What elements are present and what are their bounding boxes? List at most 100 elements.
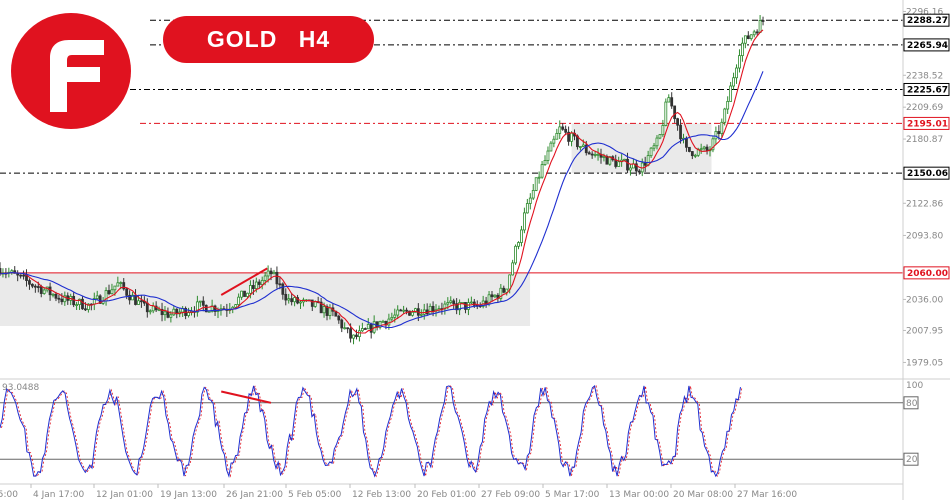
candle-bull <box>558 126 562 134</box>
candle-bear <box>145 302 149 313</box>
candle-bull <box>95 295 99 299</box>
candle-bear <box>564 128 568 133</box>
candle-bear <box>48 286 52 296</box>
y-tick-label: 2007.95 <box>906 326 943 336</box>
candle-bull <box>148 310 152 313</box>
x-tick-label: 12 Jan 01:00 <box>96 490 153 500</box>
candle-bull <box>570 132 573 142</box>
candle-bull <box>711 138 715 151</box>
y-tick-label: 2209.69 <box>906 103 943 113</box>
candle-bull <box>360 328 364 332</box>
x-tick-label: 5 Mar 17:00 <box>545 490 600 500</box>
candle-bear <box>251 285 255 289</box>
candle-bear <box>54 293 58 299</box>
y-tick-label: 2036.00 <box>906 295 943 305</box>
candle-bear <box>296 297 299 304</box>
candle-bear <box>134 294 137 305</box>
candle-bull <box>629 167 632 171</box>
candle-bull <box>293 297 297 303</box>
candle-bull <box>272 271 276 275</box>
candle-bear <box>452 300 456 305</box>
candle-bull <box>163 311 167 316</box>
candle-bear <box>670 97 674 107</box>
moving-averages <box>0 29 764 334</box>
candle-bull <box>652 145 656 149</box>
candle-bear <box>673 105 677 120</box>
candle-bear <box>36 286 40 288</box>
candle-bull <box>752 31 756 36</box>
candle-bull <box>187 312 190 316</box>
candle-bull <box>540 164 544 178</box>
candle-bull <box>649 147 653 157</box>
candle-bull <box>467 302 470 310</box>
candle-bull <box>393 314 397 318</box>
candle-bear <box>408 310 411 316</box>
candle-bull <box>151 305 155 312</box>
y-tick-label: 2093.80 <box>906 231 943 241</box>
candle-bull <box>726 101 730 110</box>
candle-bull <box>531 190 535 199</box>
candle-bear <box>464 302 467 310</box>
candle-bull <box>237 296 241 306</box>
candle-bear <box>257 281 261 285</box>
candle-bear <box>761 20 765 22</box>
osc-signal-line <box>1 385 743 478</box>
candle-bear <box>643 162 647 166</box>
candle-bear <box>490 294 494 298</box>
candle-bear <box>626 158 629 171</box>
level-tag-2150.06: 2150.06 <box>907 169 948 179</box>
candle-bear <box>160 308 164 316</box>
candle-bull <box>658 134 662 139</box>
candle-bull <box>396 309 400 316</box>
candle-bull <box>702 146 706 150</box>
candle-bull <box>523 212 526 231</box>
candle-bear <box>140 300 143 303</box>
candle-bull <box>51 293 55 296</box>
candle-bull <box>602 156 606 158</box>
candle-bull <box>322 306 326 314</box>
candle-bear <box>746 35 750 40</box>
candle-bull <box>260 279 264 285</box>
candle-bear <box>337 315 341 321</box>
candle-bull <box>328 307 332 316</box>
osc-value-label: 93.0488 <box>2 383 39 393</box>
candle-bear <box>319 301 323 314</box>
candle-bull <box>116 282 120 287</box>
candle-bear <box>755 31 759 34</box>
candle-bear <box>325 306 329 316</box>
candle-bear <box>705 146 709 151</box>
candle-bear <box>98 295 102 304</box>
candle-bear <box>349 328 352 339</box>
candle-bear <box>122 282 126 290</box>
osc-main-line <box>0 384 741 479</box>
y-tick-label: 2296.16 <box>906 7 943 17</box>
candle-bull <box>119 282 123 284</box>
candle-bull <box>381 320 385 323</box>
candle-bull <box>313 301 317 307</box>
candle-bear <box>57 297 61 300</box>
candle-bull <box>552 138 556 144</box>
candle-bull <box>517 242 520 247</box>
candle-bear <box>19 274 23 277</box>
candle-bull <box>358 330 361 338</box>
candle-bull <box>505 288 509 293</box>
candle-bull <box>287 298 291 301</box>
candle-bear <box>81 298 84 310</box>
candle-bear <box>561 126 565 130</box>
osc-divergence-line <box>221 390 272 404</box>
level-tag-2265.94: 2265.94 <box>907 41 948 51</box>
candle-bull <box>546 150 550 161</box>
x-tick-label: 5 Feb 05:00 <box>288 490 342 500</box>
candle-bear <box>204 304 208 313</box>
candle-bull <box>578 146 582 148</box>
osc-top-label: 100 <box>906 381 923 391</box>
x-tick-label: 20 Feb 01:00 <box>417 490 476 500</box>
candle-bull <box>343 327 347 330</box>
candle-bear <box>399 309 403 312</box>
candle-bull <box>372 321 376 333</box>
candle-bear <box>243 290 246 297</box>
level-tag-box <box>903 82 950 96</box>
candle-bull <box>493 294 497 298</box>
y-tick-label: 2122.86 <box>906 199 943 209</box>
oscillator-panel: 80 20 100 93.0488 <box>0 381 923 479</box>
